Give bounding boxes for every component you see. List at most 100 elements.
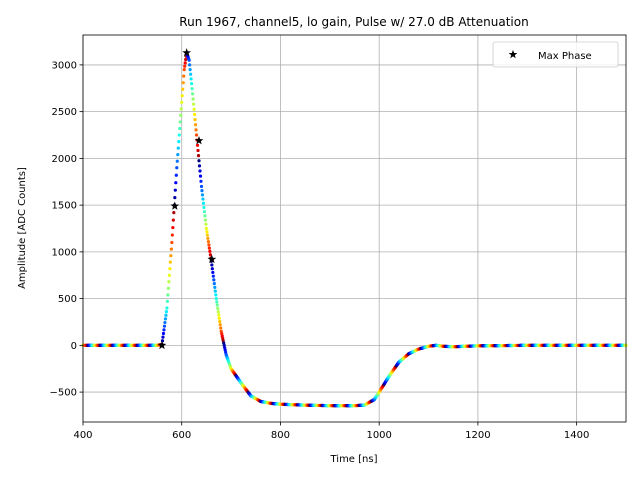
pulse-sample-point xyxy=(194,128,197,131)
x-tick-label: 1200 xyxy=(465,430,490,441)
pulse-sample-point xyxy=(197,159,200,162)
pulse-sample-point xyxy=(219,323,222,326)
pulse-sample-point xyxy=(188,59,191,62)
pulse-sample-point xyxy=(199,175,202,178)
pulse-sample-point xyxy=(190,82,193,85)
pulse-sample-point xyxy=(189,68,192,71)
pulse-sample-point xyxy=(179,120,182,123)
pulse-sample-point xyxy=(198,164,201,167)
pulse-sample-point xyxy=(211,271,214,274)
pulse-sample-point xyxy=(181,88,184,91)
chart-title: Run 1967, channel5, lo gain, Pulse w/ 27… xyxy=(179,15,528,29)
pulse-sample-point xyxy=(219,326,222,329)
pulse-sample-point xyxy=(184,61,187,64)
pulse-sample-point xyxy=(183,68,186,71)
pulse-sample-point xyxy=(175,174,178,177)
y-tick-label: 1500 xyxy=(52,201,77,212)
x-axis-title: Time [ns] xyxy=(329,454,377,465)
pulse-sample-point xyxy=(183,65,186,68)
pulse-sample-point xyxy=(167,280,170,283)
pulse-sample-point xyxy=(192,108,195,111)
y-tick-label: 2500 xyxy=(52,107,77,118)
pulse-sample-point xyxy=(172,218,175,221)
pulse-sample-point xyxy=(206,237,209,240)
y-tick-label: 3000 xyxy=(52,60,77,71)
x-tick-label: 600 xyxy=(172,430,191,441)
pulse-sample-point xyxy=(167,287,170,290)
pulse-sample-point xyxy=(170,241,173,244)
pulse-sample-point xyxy=(168,267,171,270)
y-tick-label: 2000 xyxy=(52,154,77,165)
pulse-sample-point xyxy=(207,243,210,246)
pulse-sample-point xyxy=(191,92,194,95)
pulse-sample-point xyxy=(214,290,217,293)
pulse-sample-point xyxy=(198,169,201,172)
pulse-sample-point xyxy=(205,227,208,230)
pulse-sample-point xyxy=(169,254,172,257)
y-axis-title: Amplitude [ADC Counts] xyxy=(17,167,28,289)
pulse-sample-point xyxy=(208,247,211,250)
pulse-sample-point xyxy=(165,310,168,313)
pulse-sample-point xyxy=(217,313,220,316)
pulse-sample-point xyxy=(161,336,164,339)
pulse-sample-point xyxy=(166,300,169,303)
pulse-sample-point xyxy=(201,193,204,196)
pulse-sample-point xyxy=(178,127,181,130)
pulse-sample-point xyxy=(171,226,174,229)
pulse-sample-point xyxy=(197,154,200,157)
pulse-sample-point xyxy=(202,202,205,205)
pulse-sample-point xyxy=(199,180,202,183)
pulse-sample-point xyxy=(175,166,178,169)
pulse-sample-point xyxy=(204,223,207,226)
x-tick-label: 400 xyxy=(73,430,92,441)
pulse-sample-point xyxy=(216,304,219,307)
pulse-sample-point xyxy=(205,230,208,233)
pulse-sample-point xyxy=(188,63,191,66)
pulse-sample-point xyxy=(162,332,165,335)
pulse-sample-point xyxy=(218,320,221,323)
pulse-sample-point xyxy=(196,149,199,152)
pulse-sample-point xyxy=(193,113,196,116)
pulse-sample-point xyxy=(161,339,164,342)
pulse-sample-point xyxy=(165,306,168,309)
pulse-sample-point xyxy=(201,197,204,200)
pulse-sample-point xyxy=(168,274,171,277)
pulse-sample-point xyxy=(162,328,165,331)
pulse-sample-point xyxy=(211,267,214,270)
pulse-sample-point xyxy=(203,214,206,217)
pulse-sample-point xyxy=(164,314,167,317)
pulse-sample-point xyxy=(212,278,215,281)
legend: Max Phase xyxy=(493,42,618,67)
pulse-sample-point xyxy=(166,293,169,296)
pulse-sample-point xyxy=(163,325,166,328)
pulse-sample-point xyxy=(213,282,216,285)
pulse-sample-point xyxy=(215,300,218,303)
x-tick-label: 800 xyxy=(271,430,290,441)
pulse-sample-point xyxy=(206,233,209,236)
pulse-sample-point xyxy=(179,114,182,117)
pulse-sample-point xyxy=(174,181,177,184)
pulse-sample-point xyxy=(163,321,166,324)
pulse-sample-point xyxy=(207,240,210,243)
pulse-sample-point xyxy=(169,261,172,264)
pulse-sample-point xyxy=(204,218,207,221)
pulse-sample-point xyxy=(190,77,193,80)
pulse-sample-point xyxy=(170,247,173,250)
pulse-sample-point xyxy=(216,307,219,310)
pulse-sample-point xyxy=(215,297,218,300)
pulse-sample-point xyxy=(214,293,217,296)
pulse-sample-point xyxy=(184,58,187,61)
pulse-sample-point xyxy=(178,133,181,136)
pulse-sample-point xyxy=(210,263,213,266)
pulse-sample-point xyxy=(189,73,192,76)
x-tick-label: 1000 xyxy=(366,430,391,441)
pulse-sample-point xyxy=(195,133,198,136)
pulse-sample-point xyxy=(164,317,167,320)
pulse-sample-point xyxy=(177,140,180,143)
pulse-sample-point xyxy=(173,196,176,199)
pulse-sample-point xyxy=(192,103,195,106)
pulse-sample-point xyxy=(212,275,215,278)
x-tick-label: 1400 xyxy=(564,430,589,441)
